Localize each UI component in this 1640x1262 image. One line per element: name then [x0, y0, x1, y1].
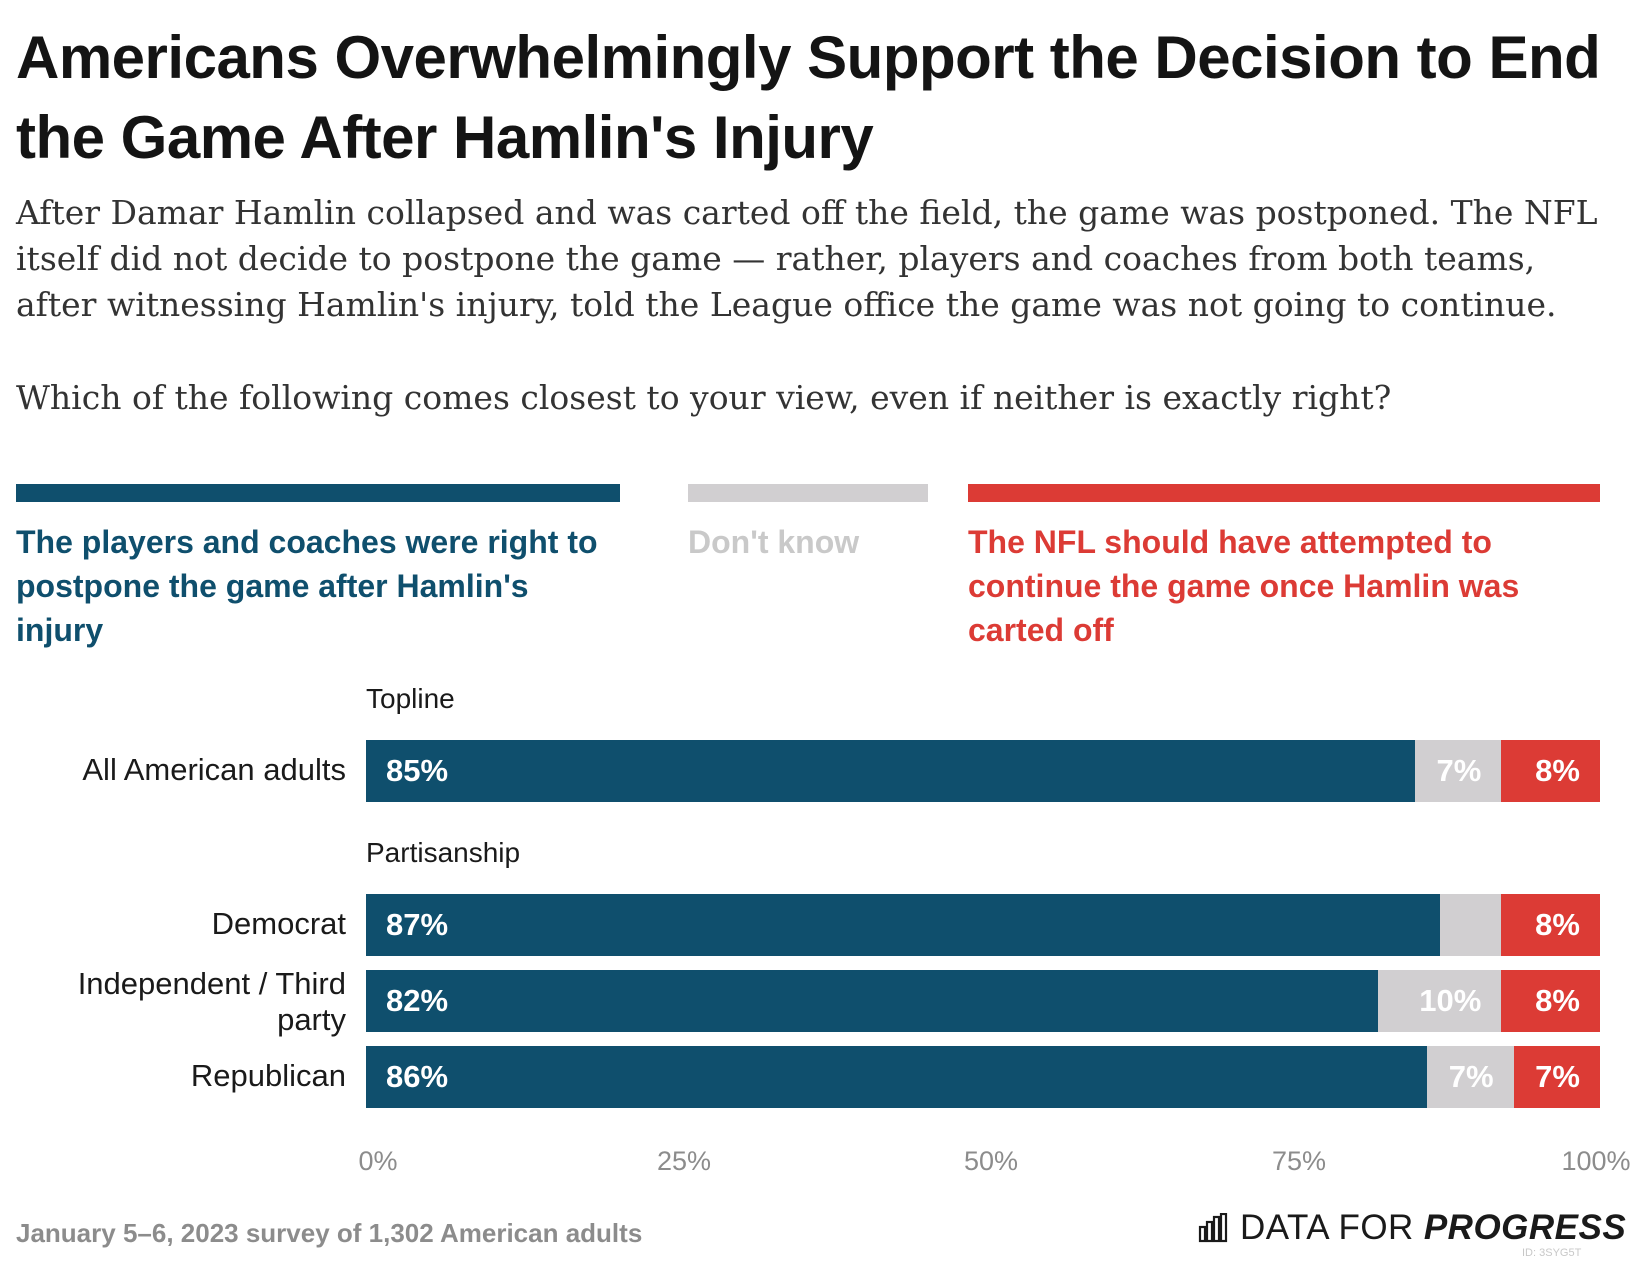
bar-value-label: 87% — [386, 907, 449, 942]
bar-value-label: 82% — [386, 983, 449, 1018]
chart-subtitle: After Damar Hamlin collapsed and was car… — [16, 193, 1598, 324]
legend-label-support: The players and coaches were right to po… — [16, 524, 598, 648]
brand-logo: DATA FOR PROGRESS — [1198, 1208, 1626, 1248]
legend-label-dont-know: Don't know — [688, 524, 860, 560]
bar-segment-dont-know: 7% — [1427, 1046, 1514, 1108]
bar-segment-support: 86% — [366, 1046, 1428, 1108]
x-tick-label: 0% — [358, 1146, 398, 1176]
bar-value-label: 86% — [386, 1059, 449, 1094]
row-label: Republican — [190, 1058, 346, 1093]
x-tick-label: 75% — [1271, 1146, 1327, 1176]
legend-swatch-support — [16, 484, 620, 502]
row-label: Independent / Third party — [77, 966, 346, 1037]
legend-label-oppose: The NFL should have attempted to continu… — [968, 524, 1520, 648]
group-label-partisanship: Partisanship — [366, 837, 521, 868]
survey-question: Which of the following comes closest to … — [16, 378, 1392, 417]
bar-segment-support: 87% — [366, 894, 1440, 956]
group-label-topline: Topline — [366, 683, 455, 714]
row-label: Democrat — [211, 906, 346, 941]
bar-segment-oppose: 8% — [1501, 970, 1600, 1032]
bar-value-label: 85% — [386, 753, 449, 788]
x-tick-label: 25% — [656, 1146, 712, 1176]
logo-text-data-for: DATA FOR — [1240, 1208, 1414, 1247]
legend-item-oppose: The NFL should have attempted to continu… — [968, 484, 1600, 652]
bar-segment-oppose: 7% — [1513, 1046, 1600, 1108]
bar-segment-oppose: 8% — [1501, 894, 1600, 956]
bar-value-label: 8% — [1535, 907, 1580, 942]
bar-value-label: 7% — [1535, 1059, 1580, 1094]
bar-segment-support: 85% — [366, 740, 1415, 802]
chart-title: Americans Overwhelmingly Support the Dec… — [16, 24, 1601, 171]
logo-text-progress: PROGRESS — [1423, 1208, 1627, 1247]
row-label: All American adults — [82, 752, 346, 787]
legend-item-dont-know: Don't know — [688, 484, 928, 564]
legend-swatch-oppose — [968, 484, 1600, 502]
bar-row: 85% 7% 8% — [366, 740, 1600, 802]
legend-item-support: The players and coaches were right to po… — [16, 484, 620, 652]
bar-segment-oppose: 8% — [1501, 740, 1600, 802]
bar-segment-dont-know: 7% — [1414, 740, 1502, 802]
x-tick-label: 100% — [1561, 1146, 1631, 1176]
survey-source-note: January 5–6, 2023 survey of 1,302 Americ… — [16, 1218, 643, 1248]
bar-chart-logo-icon — [1198, 1213, 1228, 1243]
bar-value-label: 8% — [1535, 753, 1580, 788]
chart-id: ID: 3SYG5T — [1522, 1247, 1582, 1259]
bar-value-label: 7% — [1448, 1059, 1494, 1094]
bar-segment-support: 82% — [366, 970, 1378, 1032]
bar-value-label: 10% — [1419, 983, 1482, 1018]
bar-row: 87% 8% — [366, 894, 1600, 956]
legend-swatch-dont-know — [688, 484, 928, 502]
bar-segment-dont-know: 10% — [1377, 970, 1502, 1032]
bar-value-label: 7% — [1436, 753, 1482, 788]
bar-row: 82% 10% 8% — [366, 970, 1600, 1032]
bar-segment-dont-know — [1439, 894, 1502, 956]
x-tick-label: 50% — [963, 1146, 1019, 1176]
bar-value-label: 8% — [1535, 983, 1580, 1018]
bar-row: 86% 7% 7% — [366, 1046, 1600, 1108]
